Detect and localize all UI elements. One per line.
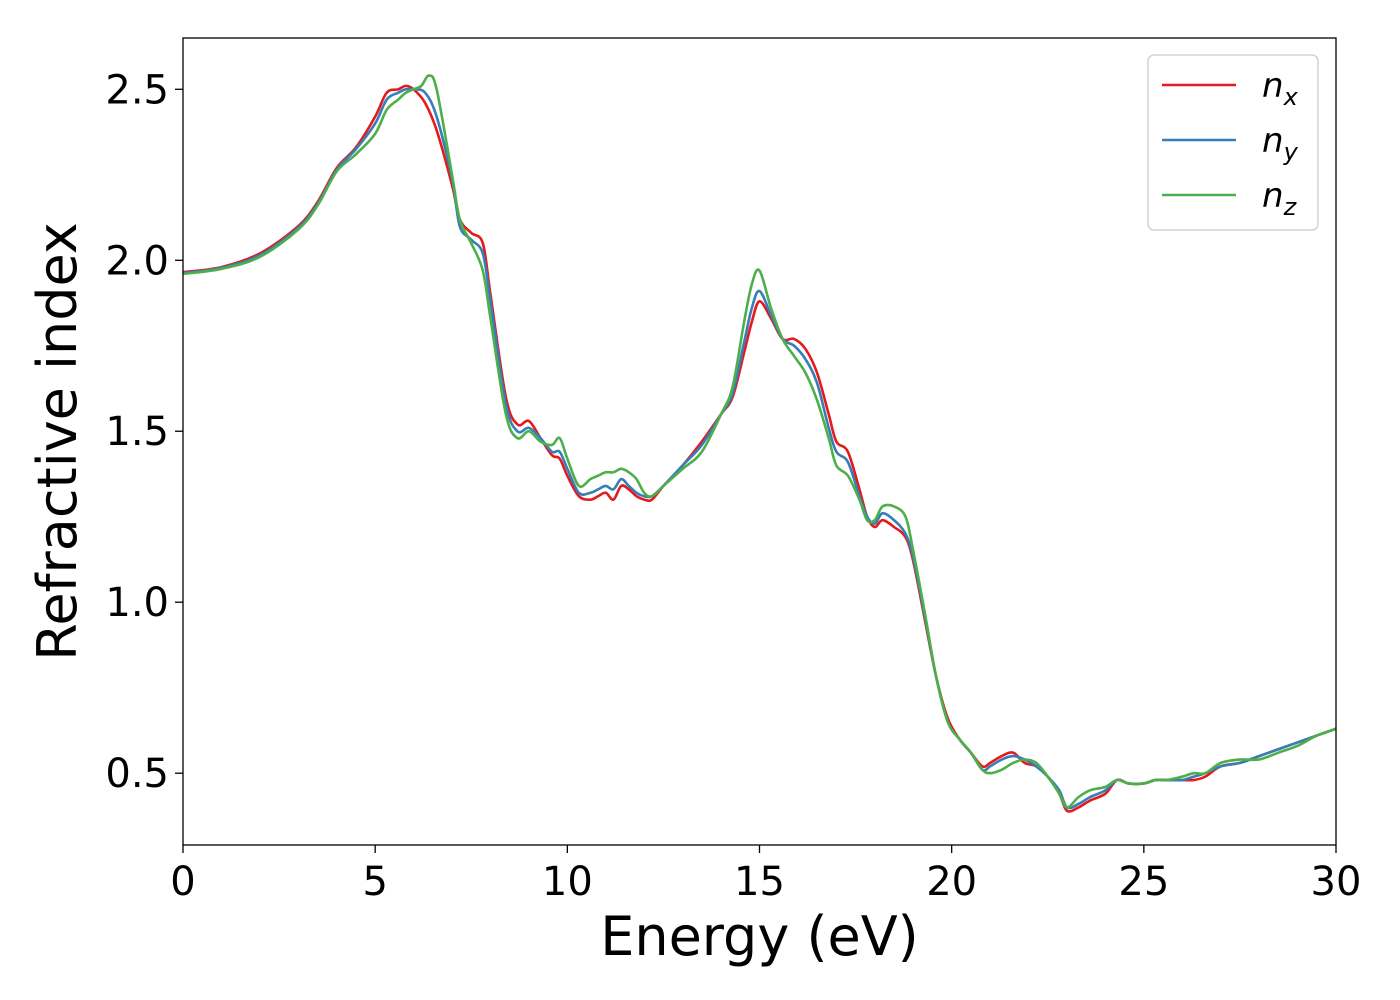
y-tick-label: 1.5 — [105, 409, 169, 455]
y-axis-title: Refractive index — [26, 222, 89, 661]
legend-label-nz: nz — [1262, 176, 1298, 221]
series-layer — [183, 74, 1336, 813]
x-tick-label: 30 — [1311, 859, 1362, 905]
series-line-nz — [183, 74, 1336, 809]
legend: nx ny nz — [1147, 54, 1319, 231]
x-tick-label: 15 — [734, 859, 785, 905]
y-tick-label: 1.0 — [105, 580, 169, 626]
x-tick-label: 0 — [170, 859, 195, 905]
x-tick-label: 5 — [362, 859, 387, 905]
x-tick-label: 10 — [542, 859, 593, 905]
y-tick-label: 2.5 — [105, 67, 169, 113]
y-axis: 0.5 1.0 1.5 2.0 2.5 — [105, 67, 183, 797]
legend-label-nx: nx — [1262, 66, 1299, 111]
x-axis: 0 5 10 15 20 25 30 — [170, 845, 1361, 905]
y-tick-label: 2.0 — [105, 238, 169, 284]
x-axis-title: Energy (eV) — [600, 905, 919, 968]
x-tick-label: 25 — [1118, 859, 1169, 905]
x-tick-label: 20 — [926, 859, 977, 905]
y-tick-label: 0.5 — [105, 751, 169, 797]
legend-box — [1147, 54, 1319, 231]
legend-label-ny: ny — [1262, 121, 1299, 166]
